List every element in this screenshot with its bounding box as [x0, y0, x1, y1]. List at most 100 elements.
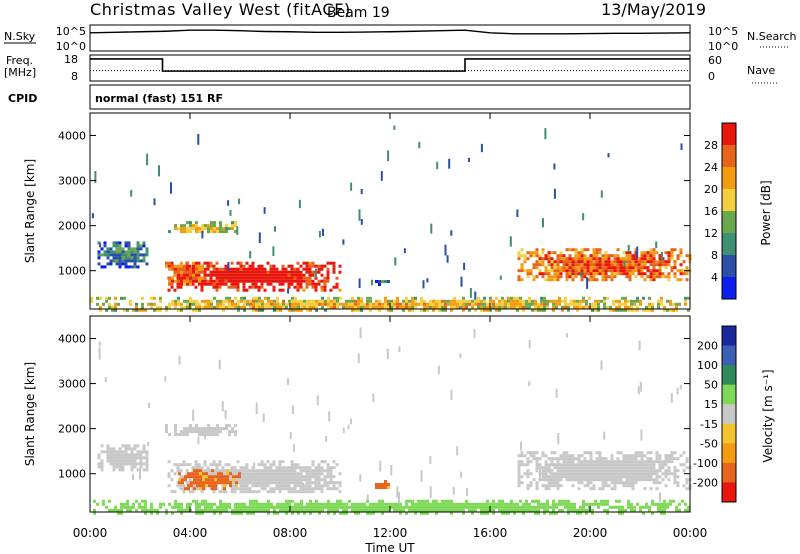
power-cell	[387, 302, 390, 306]
velocity-cell	[293, 478, 297, 482]
power-cell	[577, 272, 581, 276]
power-cell	[636, 296, 639, 300]
velocity-cell	[205, 472, 208, 476]
power-cell	[513, 299, 516, 303]
velocity-cell	[538, 466, 542, 470]
velocity-scatter-mark	[429, 456, 432, 464]
power-cell	[658, 272, 662, 276]
velocity-cell	[387, 486, 390, 489]
power-cell	[230, 261, 234, 265]
power-cell	[263, 276, 267, 280]
velocity-cell	[302, 490, 306, 494]
power-cell	[183, 279, 186, 283]
power-cell	[456, 302, 459, 306]
power-cell	[348, 302, 351, 306]
power-cell	[351, 302, 354, 306]
velocity-cell	[222, 508, 225, 512]
power-cell	[333, 296, 336, 300]
power-cell	[323, 285, 327, 289]
power-cell	[117, 302, 120, 306]
power-cell	[159, 308, 162, 312]
velocity-cell	[329, 481, 333, 485]
power-cell	[646, 254, 650, 258]
velocity-cell	[619, 451, 623, 455]
power-cell	[257, 285, 261, 289]
power-cell	[305, 279, 309, 283]
power-cell	[414, 299, 417, 303]
time-tick-label: 16:00	[473, 526, 508, 540]
power-cell	[198, 230, 201, 234]
power-cell	[153, 302, 156, 306]
velocity-cell	[263, 463, 267, 467]
velocity-cell	[323, 481, 327, 485]
velocity-cell	[673, 478, 677, 482]
velocity-cell	[127, 456, 131, 460]
velocity-cell	[320, 460, 324, 464]
power-scatter-mark	[99, 243, 102, 248]
velocity-cell	[526, 469, 530, 473]
power-cell	[186, 302, 189, 306]
power-cell	[305, 285, 309, 289]
power-cell	[592, 269, 596, 273]
velocity-cell	[547, 484, 551, 488]
velocity-cell	[233, 487, 237, 491]
power-cell	[139, 244, 143, 248]
velocity-cell	[366, 505, 369, 509]
velocity-cell	[577, 463, 581, 467]
power-cell	[320, 267, 324, 271]
velocity-cell	[543, 511, 546, 515]
velocity-cell	[237, 502, 240, 506]
power-cell	[179, 282, 183, 286]
velocity-scatter-mark	[456, 446, 459, 456]
velocity-cell	[314, 475, 318, 479]
power-cell	[366, 296, 369, 300]
beam-label: Beam 19	[327, 5, 390, 21]
power-cell	[603, 302, 606, 306]
velocity-scatter-mark	[429, 486, 432, 499]
velocity-cell	[180, 502, 183, 506]
velocity-cell	[332, 460, 336, 464]
velocity-cell	[390, 505, 393, 509]
power-cell	[224, 276, 228, 280]
velocity-cell	[381, 502, 384, 506]
velocity-cell	[582, 508, 585, 512]
power-cell	[567, 302, 570, 306]
power-cell	[565, 248, 569, 252]
freq-series-line	[90, 58, 690, 72]
power-cell	[201, 276, 204, 280]
velocity-cell	[577, 481, 581, 485]
power-cell	[498, 302, 501, 306]
power-cell	[639, 302, 642, 306]
velocity-cell	[245, 487, 249, 491]
velocity-cell	[535, 451, 539, 455]
velocity-scatter-mark	[325, 436, 328, 442]
power-cell	[278, 279, 282, 283]
power-cell	[243, 296, 246, 300]
velocity-cell	[621, 505, 624, 509]
velocity-cell	[106, 444, 110, 448]
velocity-cell	[207, 508, 210, 512]
power-cell	[540, 308, 543, 312]
power-cell	[285, 305, 288, 309]
velocity-cell	[212, 472, 216, 476]
power-cell	[522, 302, 525, 306]
velocity-cell	[281, 478, 285, 482]
power-cell	[354, 305, 357, 309]
power-cell	[183, 270, 186, 274]
velocity-cell	[664, 457, 668, 461]
power-cell	[637, 257, 641, 261]
velocity-cell	[201, 511, 204, 515]
velocity-cell	[520, 460, 524, 464]
power-cell	[121, 250, 125, 254]
velocity-cell	[133, 444, 137, 448]
power-cell	[180, 279, 183, 283]
velocity-cell	[574, 478, 578, 482]
power-cell	[195, 267, 198, 271]
power-cell	[387, 299, 390, 303]
power-cell	[311, 264, 315, 268]
power-cell	[224, 267, 228, 271]
velocity-cell	[291, 511, 294, 515]
power-cell	[579, 305, 582, 309]
power-cell	[174, 302, 177, 306]
velocity-cell	[649, 451, 653, 455]
